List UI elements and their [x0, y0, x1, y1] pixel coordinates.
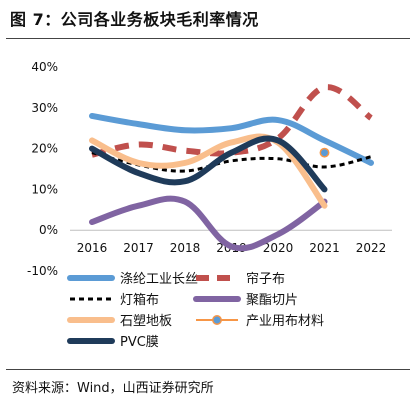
series-line-6 — [89, 135, 328, 193]
data-point-marker — [319, 147, 330, 158]
x-tick-label: 2017 — [123, 241, 154, 255]
x-tick-label: 2018 — [170, 241, 201, 255]
source-note: 资料来源：Wind，山西证券研究所 — [12, 381, 214, 396]
y-tick-label: -10% — [27, 264, 58, 278]
x-tick-label: 2022 — [356, 241, 387, 255]
top-divider — [6, 38, 410, 39]
margin-line-chart: 40%30%20%10%0%-10%2016 2017 2018 2019 2020 20… — [27, 60, 392, 350]
y-tick-label: 20% — [31, 142, 58, 156]
bottom-divider — [6, 369, 410, 370]
legend-label: 石塑地板 — [120, 314, 172, 329]
legend-label: PVC膜 — [120, 335, 159, 350]
y-tick-label: 10% — [31, 182, 58, 196]
x-tick-label: 2020 — [263, 241, 294, 255]
figure-title: 图 7：公司各业务板块毛利率情况 — [10, 10, 259, 29]
series-line-0 — [89, 112, 374, 166]
y-tick-label: 0% — [39, 223, 58, 237]
y-tick-label: 40% — [31, 60, 58, 74]
legend-label: 聚酯切片 — [246, 293, 298, 308]
legend-label: 涤纶工业长丝 — [120, 272, 198, 287]
y-tick-label: 30% — [31, 101, 58, 115]
series-line-4 — [89, 133, 328, 209]
legend-label: 帘子布 — [246, 271, 285, 287]
legend-label: 灯箱布 — [120, 292, 159, 308]
legend-label: 产业用布材料 — [246, 314, 324, 329]
series-line-3 — [89, 195, 328, 252]
legend-swatch-marker — [212, 315, 222, 325]
x-tick-label: 2021 — [309, 241, 340, 255]
x-tick-label: 2016 — [77, 241, 108, 255]
